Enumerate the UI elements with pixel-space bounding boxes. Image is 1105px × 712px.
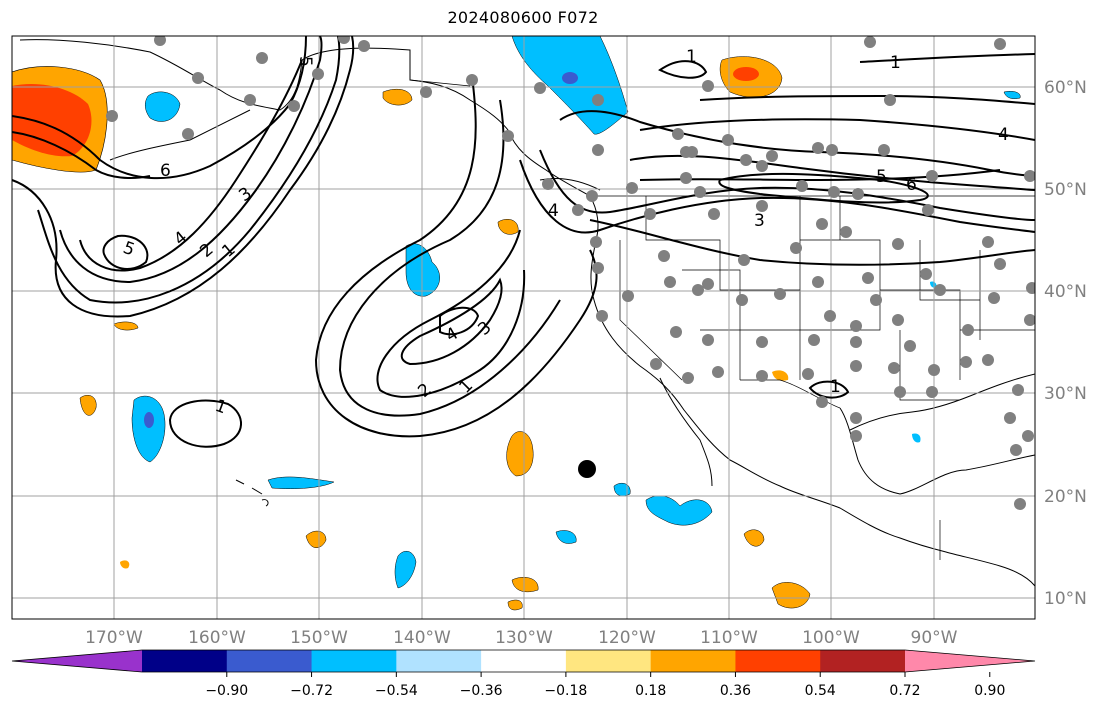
station-markers [106, 36, 1035, 510]
lat-tick-label: 40°N [1044, 282, 1087, 302]
contour-label: 1 [830, 377, 841, 397]
colorbar-tick-label: −0.90 [205, 683, 248, 699]
lon-tick-label: 130°W [495, 628, 553, 648]
map-frame [11, 35, 1036, 620]
contour-label: 4 [998, 125, 1009, 145]
lon-tick-label: 150°W [290, 628, 348, 648]
colorbar-extend-low [12, 650, 142, 672]
coastlines [19, 39, 1035, 587]
colorbar-bin [396, 650, 482, 672]
colorbar-tick-label: −0.18 [544, 683, 587, 699]
colorbar-tick-label: −0.54 [375, 683, 418, 699]
contour-label: 6 [906, 175, 917, 195]
colorbar-tick-label: −0.72 [290, 683, 333, 699]
colorbar-tick-label: 0.72 [889, 683, 920, 699]
contour-label: 1 [890, 53, 901, 73]
lat-tick-label: 10°N [1044, 589, 1087, 609]
negative-anomaly-shading [131, 36, 1021, 589]
contour-lines [12, 36, 1035, 448]
colorbar-bin [142, 650, 228, 672]
lon-tick-label: 100°W [802, 628, 860, 648]
map-panel: 6 3 4 2 1 5 5 4 3 2 1 1 1 1 4 5 6 3 4 1 [12, 36, 1035, 619]
colorbar-tick-label: 0.90 [974, 683, 1005, 699]
pacific-islands [235, 479, 269, 507]
map-title: 2024080600 F072 [447, 8, 599, 27]
lon-tick-label: 120°W [598, 628, 656, 648]
colorbar-tick-label: −0.36 [460, 683, 503, 699]
lon-tick-label: 160°W [188, 628, 246, 648]
lat-tick-label: 50°N [1044, 180, 1087, 200]
graticule [12, 36, 1035, 619]
colorbar-extend-high [905, 650, 1035, 672]
contour-label: 1 [686, 47, 697, 67]
colorbar-tick-label: 0.36 [720, 683, 751, 699]
longitude-labels: 170°W 160°W 150°W 140°W 130°W 120°W 110°… [85, 628, 958, 648]
colorbar-bin [650, 650, 736, 672]
colorbar-tick-label: 0.18 [635, 683, 666, 699]
colorbar: −0.90 −0.72 −0.54 −0.36 −0.18 0.18 0.36 0.54 0.7… [11, 649, 1036, 699]
colorbar-bin [311, 650, 397, 672]
lon-tick-label: 140°W [393, 628, 451, 648]
lon-tick-label: 170°W [85, 628, 143, 648]
colorbar-tick-label: 0.54 [805, 683, 836, 699]
contour-label: 6 [160, 161, 171, 181]
contour-label: 5 [876, 167, 887, 187]
lon-tick-label: 90°W [911, 628, 958, 648]
contour-label: 5 [295, 56, 315, 67]
lat-tick-label: 60°N [1044, 78, 1087, 98]
colorbar-bin [820, 650, 906, 672]
contour-label: 3 [754, 211, 765, 231]
lat-tick-label: 30°N [1044, 384, 1087, 404]
colorbar-bin [735, 650, 821, 672]
colorbar-bin [226, 650, 313, 672]
target-point-marker [578, 460, 596, 478]
latitude-labels: 60°N 50°N 40°N 30°N 20°N 10°N [1044, 78, 1087, 609]
contour-label: 4 [548, 201, 559, 221]
colorbar-outline [11, 649, 1036, 673]
colorbar-bin [565, 650, 652, 672]
lat-tick-label: 20°N [1044, 487, 1087, 507]
colorbar-bin [481, 650, 567, 672]
lon-tick-label: 110°W [700, 628, 758, 648]
